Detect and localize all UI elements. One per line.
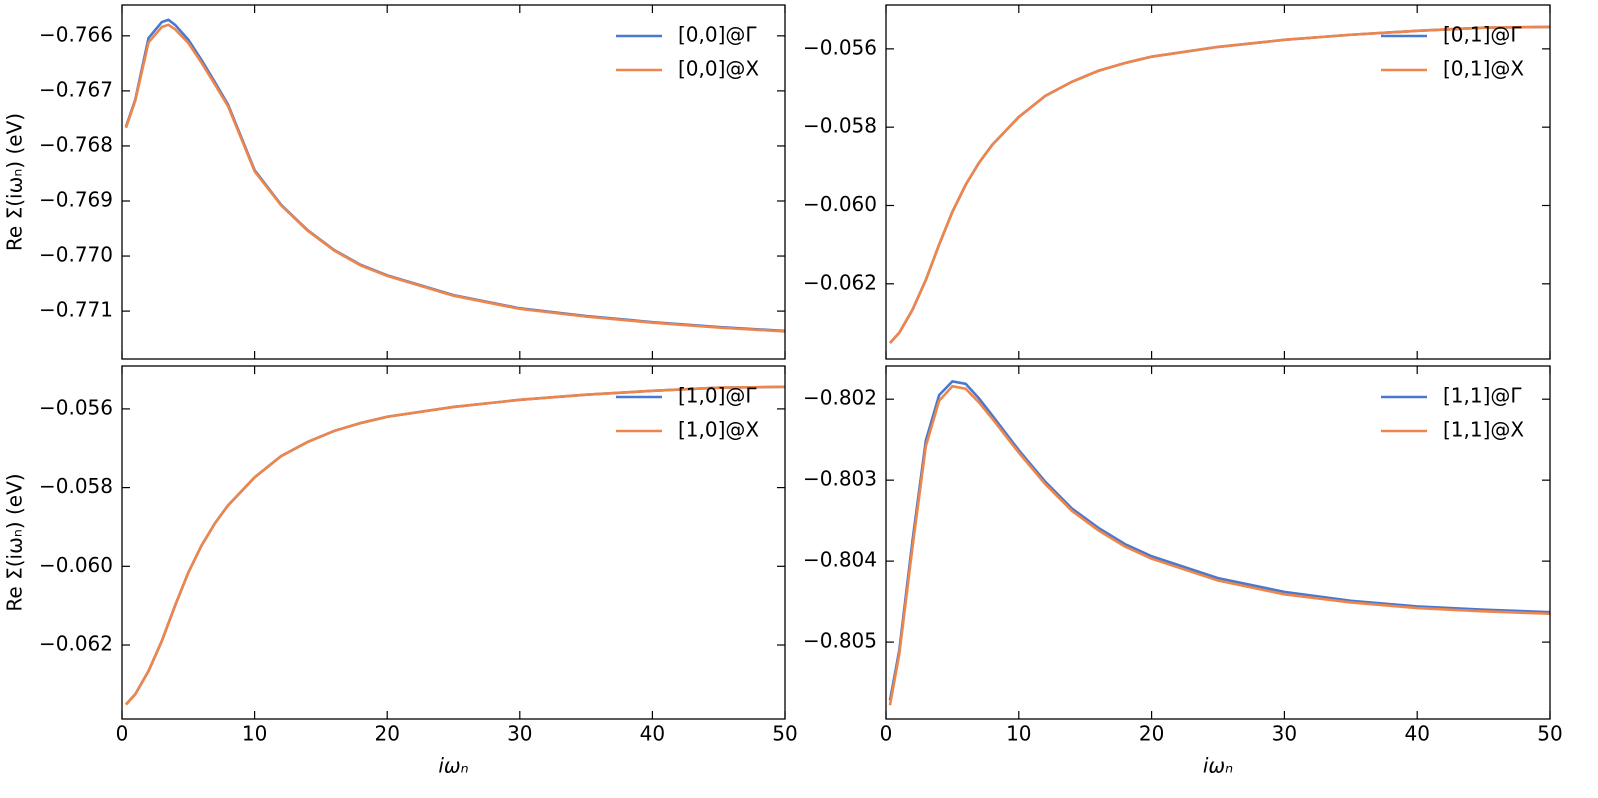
y-tick-label: −0.062 <box>803 270 877 294</box>
legend-label: [0,0]@X <box>678 57 759 81</box>
y-tick-label: −0.060 <box>803 192 877 216</box>
x-tick-label: 50 <box>1537 722 1562 746</box>
y-tick-label: −0.056 <box>803 35 877 59</box>
y-tick-label: −0.770 <box>39 243 113 267</box>
series-line <box>125 385 785 706</box>
x-tick-label: 40 <box>640 722 665 746</box>
x-tick-label: 40 <box>1404 722 1429 746</box>
legend-label: [1,1]@X <box>1443 418 1524 442</box>
axes-frame <box>885 365 1551 720</box>
y-tick-label: −0.060 <box>39 553 113 577</box>
legend-label: [0,1]@X <box>1443 57 1524 81</box>
series-line <box>889 25 1550 344</box>
x-tick-label: 0 <box>116 722 129 746</box>
y-tick-label: −0.058 <box>39 474 113 498</box>
y-axis-label: Re Σ(iωₙ) (eV) <box>3 113 27 251</box>
y-tick-label: −0.805 <box>803 629 877 653</box>
series-line <box>888 379 1550 701</box>
legend-label: [0,0]@Γ <box>678 23 757 47</box>
x-tick-label: 50 <box>772 722 797 746</box>
y-tick-label: −0.768 <box>39 132 113 156</box>
y-tick-label: −0.804 <box>803 548 877 572</box>
panel: −0.766 −0.767 −0.768 −0.769 −0.770 −0.771 [0,0… <box>3 4 786 360</box>
x-tick-label: 20 <box>374 722 399 746</box>
legend-label: [0,1]@Γ <box>1443 23 1522 47</box>
x-axis-label: iωₙ <box>1203 754 1233 778</box>
y-axis-label: Re Σ(iωₙ) (eV) <box>3 473 27 611</box>
series-line <box>124 23 785 333</box>
x-axis-label: iωₙ <box>438 754 468 778</box>
axes-frame <box>121 4 786 360</box>
y-tick-label: −0.058 <box>803 114 877 138</box>
x-tick-label: 30 <box>1272 722 1297 746</box>
legend-label: [1,0]@Γ <box>678 384 757 408</box>
legend-label: [1,0]@X <box>678 418 759 442</box>
series-line <box>888 384 1550 706</box>
panel: −0.056 −0.058 −0.060 −0.062 [0,1]@Γ [0,1]@X <box>803 4 1551 360</box>
y-tick-label: −0.802 <box>803 386 877 410</box>
axes-frame <box>121 365 786 720</box>
y-tick-label: −0.766 <box>39 22 113 46</box>
x-tick-label: 10 <box>242 722 267 746</box>
x-tick-label: 10 <box>1006 722 1031 746</box>
y-tick-label: −0.767 <box>39 77 113 101</box>
panel: 0 10 20 30 40 50 −0.802 −0.803 −0.804 −0.805 [1,1]… <box>803 365 1563 778</box>
x-tick-label: 0 <box>880 722 893 746</box>
y-tick-label: −0.056 <box>39 395 113 419</box>
axes-frame <box>885 4 1551 360</box>
x-tick-label: 20 <box>1139 722 1164 746</box>
panel: 0 10 20 30 40 50 −0.056 −0.058 −0.060 −0.062 [1,0]… <box>3 365 798 778</box>
legend-label: [1,1]@Γ <box>1443 384 1522 408</box>
y-tick-label: −0.771 <box>39 298 113 322</box>
y-tick-label: −0.803 <box>803 467 877 491</box>
y-tick-label: −0.062 <box>39 632 113 656</box>
x-tick-label: 30 <box>507 722 532 746</box>
y-tick-label: −0.769 <box>39 187 113 211</box>
